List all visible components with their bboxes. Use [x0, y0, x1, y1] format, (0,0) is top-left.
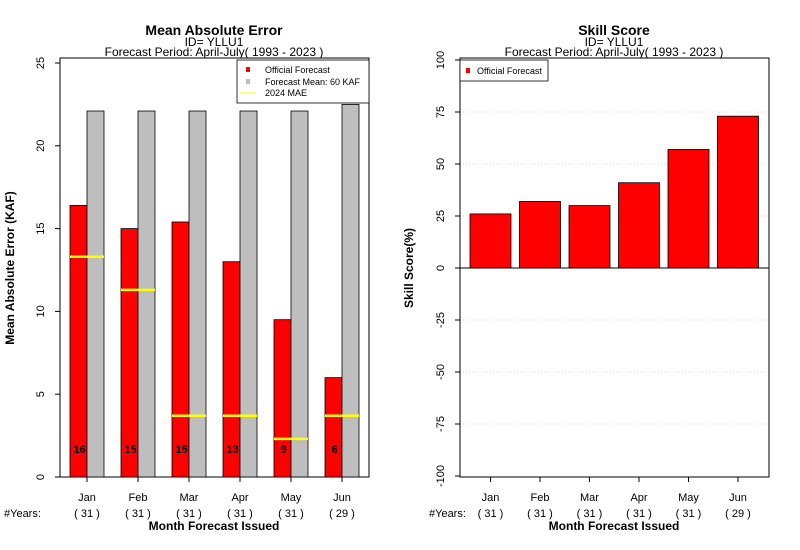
- skill-bar: [667, 149, 710, 269]
- mae-official-bar: [324, 377, 343, 478]
- mae-xtick-label: Apr: [231, 492, 248, 504]
- skill-ytick-label: 25: [435, 210, 447, 222]
- mae-ytick-label: 20: [35, 140, 47, 152]
- skill-xtick-label: Mar: [580, 492, 599, 504]
- mae-ytick-label: 25: [35, 57, 47, 69]
- skill-ytick-label: 75: [435, 106, 447, 118]
- mae-plot: 0 5 10 15 20 25 16 Jan ( 31 ) 15 Feb ( 31 ) 15 Mar ( 3…: [35, 57, 370, 520]
- skill-bar: [568, 205, 611, 269]
- skill-years-label: #Years:: [429, 508, 466, 520]
- mae-xtick-label: Jun: [333, 492, 351, 504]
- skill-subtitle-period: Forecast Period: April-July( 1993 - 2023…: [505, 45, 724, 59]
- mae-mean-bar: [341, 104, 360, 478]
- skill-years-value: ( 31 ): [676, 508, 702, 520]
- mae-legend-box: [236, 59, 370, 104]
- mae-years-label: #Years:: [4, 508, 41, 520]
- mae-bar-label: 16: [73, 444, 85, 456]
- mae-mean-bar: [86, 110, 105, 478]
- mae-mean-bar: [239, 110, 258, 478]
- skill-bar: [717, 115, 759, 269]
- mae-mean-bar: [137, 110, 156, 478]
- mae-bar-label: 13: [226, 444, 238, 456]
- mae-legend-mean-label: Forecast Mean: 60 KAF: [265, 77, 361, 87]
- mae-subtitle-period: Forecast Period: April-July( 1993 - 2023…: [105, 45, 324, 59]
- skill-years-value: ( 31 ): [478, 508, 504, 520]
- mae-xtick-label: Feb: [129, 492, 148, 504]
- mae-xlabel: Month Forecast Issued: [149, 519, 280, 533]
- mae-years-value: ( 31 ): [176, 508, 202, 520]
- mae-title: Mean Absolute Error: [145, 22, 283, 38]
- mae-plot-frame: [59, 57, 370, 478]
- mae-legend-mean-swatch: [246, 79, 250, 84]
- skill-ytick-label: -50: [435, 364, 447, 380]
- mae-years-value: ( 31 ): [74, 508, 100, 520]
- skill-xtick-label: May: [678, 492, 699, 504]
- skill-ytick-label: 0: [435, 265, 447, 271]
- skill-bar: [618, 182, 660, 269]
- mae-years-value: ( 31 ): [227, 508, 253, 520]
- mae-ytick-label: 5: [35, 391, 47, 397]
- skill-bar: [519, 201, 561, 269]
- skill-xtick-label: Feb: [531, 492, 550, 504]
- mae-official-bar: [171, 221, 190, 478]
- mae-xtick-label: May: [281, 492, 302, 504]
- skill-legend-box: [459, 59, 549, 82]
- skill-legend-official-label: Official Forecast: [477, 66, 542, 76]
- skill-years-value: ( 31 ): [577, 508, 603, 520]
- mae-xtick-label: Mar: [180, 492, 199, 504]
- skill-xtick-label: Jan: [482, 492, 500, 504]
- skill-xlabel: Month Forecast Issued: [549, 519, 680, 533]
- skill-ytick-label: -25: [435, 312, 447, 328]
- mae-bar-label: 15: [124, 444, 136, 456]
- skill-xtick-label: Apr: [630, 492, 647, 504]
- mae-years-value: ( 29 ): [329, 508, 355, 520]
- skill-ylabel: Skill Score(%): [402, 228, 416, 308]
- skill-years-value: ( 31 ): [527, 508, 553, 520]
- skill-years-value: ( 29 ): [725, 508, 751, 520]
- mae-legend: Official Forecast Forecast Mean: 60 KAF 2…: [236, 59, 370, 104]
- skill-ytick-label: -75: [435, 416, 447, 432]
- mae-bar-label: 6: [331, 444, 337, 456]
- mae-ytick-label: 0: [35, 474, 47, 480]
- mae-years-value: ( 31 ): [125, 508, 151, 520]
- mae-bar-label: 9: [280, 444, 286, 456]
- skill-years-value: ( 31 ): [626, 508, 652, 520]
- mae-official-bar: [120, 228, 139, 478]
- skill-legend-official-swatch: [466, 68, 470, 73]
- skill-bar: [469, 213, 512, 269]
- skill-title: Skill Score: [578, 22, 650, 38]
- mae-mean-bar: [188, 110, 207, 478]
- mae-subtitle-id: ID= YLLU1: [185, 35, 244, 49]
- mae-legend-official-label: Official Forecast: [265, 65, 330, 75]
- skill-xtick-label: Jun: [729, 492, 747, 504]
- mae-years-value: ( 31 ): [278, 508, 304, 520]
- skill-ytick-label: 100: [435, 51, 447, 69]
- skill-ytick-label: -100: [435, 465, 447, 487]
- skill-plot: -100 -75 -50 -25 0 25 50 75 100 Jan ( 31 ) Feb ( 31 …: [435, 51, 770, 520]
- mae-mean-bar: [290, 110, 309, 478]
- skill-ytick-label: 50: [435, 158, 447, 170]
- mae-official-bar: [69, 205, 88, 478]
- skill-subtitle-id: ID= YLLU1: [585, 35, 644, 49]
- mae-legend-official-swatch: [246, 67, 250, 72]
- mae-xtick-label: Jan: [78, 492, 96, 504]
- mae-bar-label: 15: [175, 444, 187, 456]
- mae-ytick-label: 10: [35, 305, 47, 317]
- skill-legend: Official Forecast: [459, 59, 549, 82]
- mae-legend-2024-label: 2024 MAE: [265, 88, 307, 98]
- mae-ylabel: Mean Absolute Error (KAF): [3, 191, 17, 345]
- mae-ytick-label: 15: [35, 222, 47, 234]
